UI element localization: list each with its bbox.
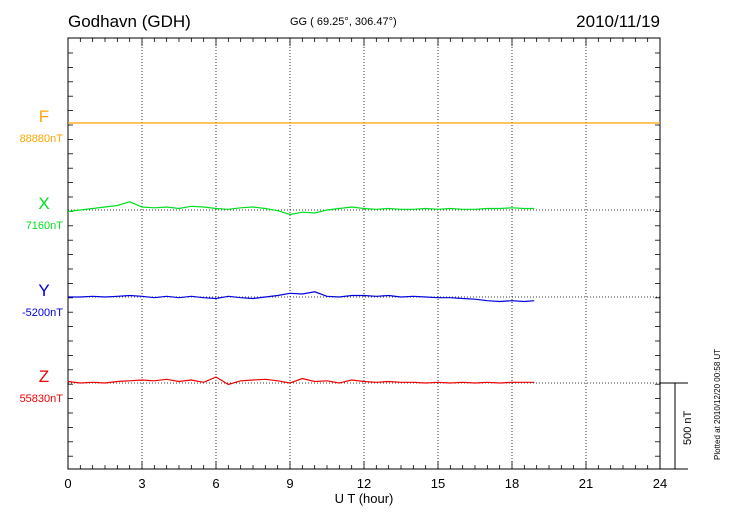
series-name-Y: Y <box>38 281 49 300</box>
station-title: Godhavn (GDH) <box>68 12 191 31</box>
baseline-value-Y: -5200nT <box>22 307 63 319</box>
series-name-X: X <box>38 194 49 213</box>
series-line-Y <box>68 291 535 303</box>
chart-date: 2010/11/19 <box>576 12 660 31</box>
series-name-F: F <box>39 107 49 126</box>
x-tick-label: 18 <box>505 476 519 491</box>
x-tick-label: 0 <box>64 476 71 491</box>
series-line-X <box>67 201 535 216</box>
x-tick-label: 3 <box>138 476 145 491</box>
x-tick-label: 6 <box>212 476 219 491</box>
scale-bar-label: 500 nT <box>682 410 694 445</box>
x-tick-label: 24 <box>653 476 667 491</box>
station-coords: GG ( 69.25°, 306.47°) <box>290 16 397 28</box>
x-tick-label: 21 <box>579 476 593 491</box>
series-lines <box>67 122 660 386</box>
x-axis-label: U T (hour) <box>335 491 394 506</box>
baseline-value-F: 88880nT <box>20 133 64 145</box>
series-line-Z <box>67 376 535 386</box>
baseline-value-Z: 55830nT <box>20 393 64 405</box>
x-tick-label: 9 <box>286 476 293 491</box>
axis-labels: 0 3 6 9 12 15 18 21 24 U T (hour) F 88880nT X 7160nT Y… <box>20 107 668 506</box>
axes <box>67 37 688 470</box>
plotted-timestamp: Plotted at 2010/12/20 00:58 UT <box>713 348 722 460</box>
x-tick-label: 15 <box>431 476 445 491</box>
x-tick-label: 12 <box>357 476 371 491</box>
baseline-value-X: 7160nT <box>26 220 64 232</box>
series-name-Z: Z <box>39 367 49 386</box>
grid-lines <box>68 38 660 469</box>
